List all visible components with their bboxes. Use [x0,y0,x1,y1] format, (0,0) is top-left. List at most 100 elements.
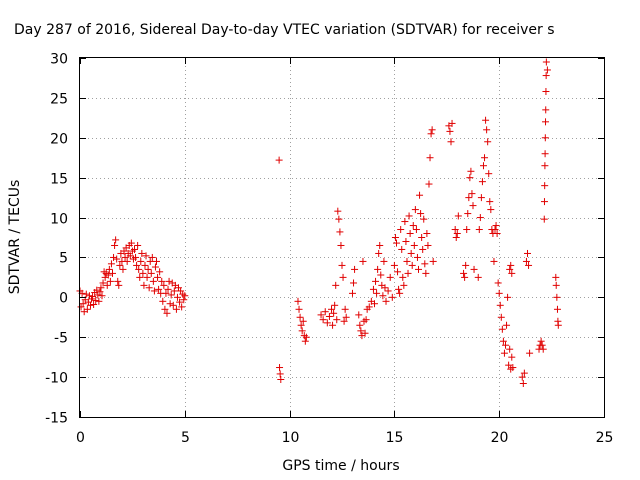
data-point [508,269,516,277]
data-point [460,269,468,277]
data-point [133,261,141,269]
data-point [540,198,548,206]
data-point [494,279,502,287]
data-point [500,349,508,357]
y-tick-label: -10 [45,371,68,387]
data-point [165,277,173,285]
data-point [111,241,119,249]
data-point [542,88,550,96]
data-point [490,257,498,265]
data-point [504,293,512,301]
data-point [391,234,399,241]
data-point [411,206,419,214]
data-point [332,281,340,289]
data-point [448,119,456,127]
data-point [525,261,533,269]
data-point [295,305,303,313]
data-point [373,289,381,297]
data-point [275,156,283,164]
data-point [156,268,164,276]
y-tick-label: 0 [59,291,68,307]
data-point [355,311,363,319]
data-point [296,313,304,321]
data-point [417,210,425,218]
data-point [506,265,514,273]
data-point [141,261,149,269]
data-point [554,321,562,329]
data-point [375,249,383,257]
data-point [139,269,147,277]
data-point [169,301,177,309]
data-point [89,293,97,301]
data-point [496,301,504,309]
data-point [487,206,495,214]
data-point [121,253,129,261]
x-tick-label: 25 [596,430,614,446]
data-point [428,126,436,134]
y-tick-label: -5 [54,331,68,347]
data-point [356,321,364,329]
data-point [401,218,409,226]
data-point [423,230,431,238]
data-point [495,289,503,297]
data-point [543,66,551,74]
data-point [399,273,407,281]
data-point [86,301,94,309]
data-point [99,279,107,287]
data-point [138,249,146,257]
data-point [404,269,412,277]
data-point [539,345,547,353]
data-point [403,257,411,265]
data-point [467,167,475,175]
data-point [143,273,151,281]
data-point [388,293,396,301]
data-point [338,261,346,269]
data-point [132,253,140,261]
data-point [370,300,378,308]
data-point [105,265,113,273]
data-point [178,303,186,311]
data-point [415,265,423,273]
data-point [333,316,341,324]
data-point [390,261,398,269]
data-point [541,162,549,170]
data-point [160,281,168,289]
data-point [552,273,560,281]
data-point [339,273,347,281]
data-point [377,271,385,279]
data-point [110,253,118,261]
data-point [406,230,414,238]
data-point [479,162,487,170]
data-point [146,257,154,265]
data-point [335,215,343,223]
data-point [126,252,134,260]
data-point [394,268,402,276]
data-point [464,210,472,218]
data-point [98,292,106,300]
data-point [395,285,403,293]
data-point [407,249,415,257]
data-point [498,325,506,333]
data-point [147,269,155,277]
data-point [294,297,302,305]
data-point [478,178,486,186]
data-point [176,298,184,306]
data-point [506,345,514,353]
data-point [446,127,454,135]
plot-frame [79,57,605,418]
data-point [503,321,511,329]
data-point [429,257,437,265]
data-point [425,180,433,188]
data-point [158,277,166,285]
data-point [362,316,370,324]
data-point [392,239,400,247]
data-point [381,284,389,292]
data-point [106,277,114,285]
data-point [112,236,120,244]
data-point [396,289,404,297]
data-point [416,191,424,199]
data-point [422,269,430,277]
x-axis-label: GPS time / hours [282,458,399,474]
data-point [148,253,156,261]
data-point [482,116,490,124]
